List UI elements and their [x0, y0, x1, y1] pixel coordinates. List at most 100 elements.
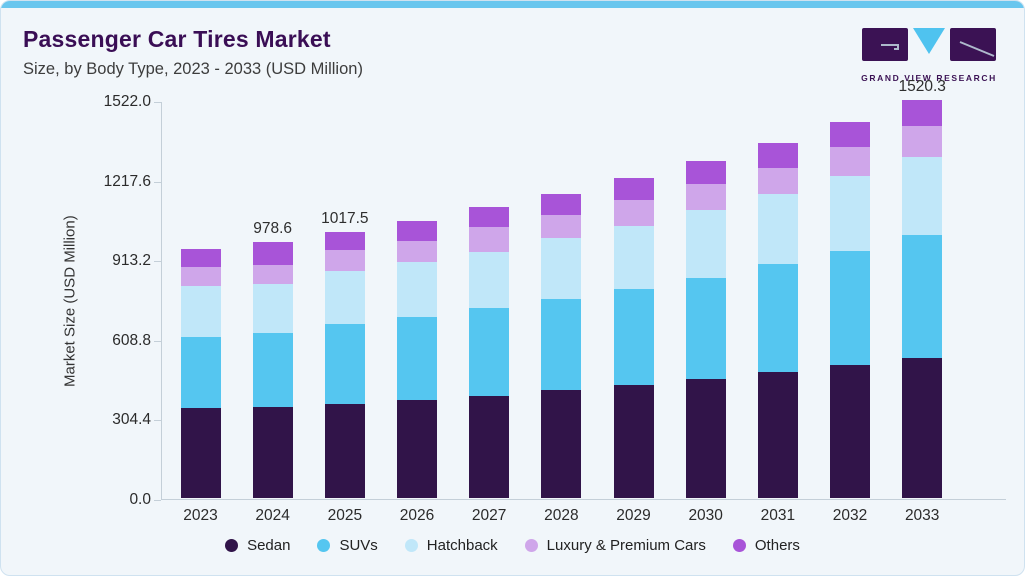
bar-segment-luxury-premium-cars — [541, 215, 582, 238]
gvr-logo: GRAND VIEW RESEARCH — [854, 28, 1004, 83]
bar-segment-hatchback — [757, 193, 798, 265]
x-tick-label-2024: 2024 — [255, 507, 290, 524]
bar-segment-luxury-premium-cars — [469, 227, 510, 253]
plot-area — [161, 102, 1006, 500]
bar-2026 — [397, 220, 437, 498]
bar-segment-hatchback — [685, 210, 726, 279]
bar-segment-hatchback — [902, 157, 943, 236]
bar-segment-suvs — [324, 324, 365, 404]
total-label-2033: 1520.3 — [898, 78, 946, 96]
y-tick-label: 304.4 — [112, 411, 151, 429]
x-tick-label-2030: 2030 — [688, 507, 723, 524]
bar-segment-others — [180, 248, 221, 268]
x-tick-label-2027: 2027 — [471, 507, 507, 524]
legend: Sedan SUVs Hatchback Luxury & Premium Cars O… — [1, 537, 1024, 554]
bar-segment-sedan — [757, 372, 798, 498]
bar-segment-sedan — [324, 403, 365, 498]
x-tick-label-2023: 2023 — [183, 507, 218, 524]
y-tick-mark — [154, 181, 161, 183]
x-tick-label-2029: 2029 — [616, 507, 651, 524]
bar-segment-others — [830, 122, 871, 148]
bar-segment-others — [397, 220, 437, 242]
legend-dot — [732, 539, 746, 552]
bar-segment-hatchback — [469, 252, 510, 309]
bar-segment-others — [902, 100, 943, 126]
bar-segment-hatchback — [830, 176, 871, 251]
bar-2027 — [469, 206, 510, 498]
bar-segment-luxury-premium-cars — [324, 250, 365, 272]
chart-header: Passenger Car Tires Market Size, by Body… — [23, 26, 363, 79]
bar-2033 — [902, 100, 943, 498]
bar-segment-suvs — [180, 337, 221, 409]
bar-segment-others — [252, 242, 293, 266]
bar-2023 — [180, 248, 221, 498]
bar-segment-suvs — [613, 289, 654, 386]
bar-segment-luxury-premium-cars — [757, 168, 798, 194]
bar-segment-suvs — [469, 308, 510, 396]
bar-segment-sedan — [252, 407, 293, 498]
legend-item-sedan: Sedan — [225, 537, 290, 554]
bar-2030 — [685, 161, 726, 498]
bar-segment-hatchback — [252, 283, 293, 333]
legend-dot — [317, 539, 331, 552]
bar-2028 — [541, 193, 582, 498]
bar-segment-hatchback — [541, 237, 582, 299]
bar-segment-sedan — [541, 390, 582, 498]
total-label-2025: 1017.5 — [321, 209, 369, 227]
bar-segment-luxury-premium-cars — [252, 265, 293, 284]
legend-item-luxury-premium-cars: Luxury & Premium Cars — [524, 537, 706, 554]
bar-segment-others — [685, 161, 726, 185]
legend-dot — [524, 539, 538, 552]
bar-segment-others — [757, 142, 798, 168]
total-label-2024: 978.6 — [253, 220, 293, 238]
x-tick-label-2026: 2026 — [399, 507, 435, 524]
bar-segment-suvs — [397, 317, 437, 401]
bar-segment-others — [613, 177, 654, 201]
x-tick-label-2032: 2032 — [832, 507, 868, 524]
bar-segment-hatchback — [324, 271, 365, 325]
gvr-logo-text: GRAND VIEW RESEARCH — [861, 73, 997, 83]
bar-segment-suvs — [252, 332, 293, 408]
x-tick-label-2028: 2028 — [544, 507, 579, 524]
legend-label: Luxury & Premium Cars — [546, 537, 706, 554]
bar-2024 — [252, 242, 293, 498]
bar-2031 — [757, 142, 798, 498]
y-tick-label: 1217.6 — [103, 172, 151, 190]
bar-segment-sedan — [180, 408, 221, 498]
legend-label: Hatchback — [426, 537, 498, 554]
bar-2029 — [613, 177, 654, 498]
legend-label: SUVs — [339, 537, 378, 554]
x-tick-label-2025: 2025 — [327, 507, 363, 524]
y-tick-mark — [154, 420, 161, 422]
y-axis-title: Market Size (USD Million) — [61, 215, 79, 387]
bar-segment-suvs — [541, 298, 582, 391]
legend-label: Others — [754, 537, 800, 554]
y-tick-label: 608.8 — [112, 331, 151, 349]
legend-item-others: Others — [732, 537, 800, 554]
y-tick-label: 1522.0 — [103, 93, 151, 110]
bar-segment-others — [541, 193, 582, 216]
bar-segment-sedan — [830, 364, 871, 498]
bar-segment-luxury-premium-cars — [180, 267, 221, 287]
bar-segment-sedan — [469, 395, 510, 498]
legend-item-hatchback: Hatchback — [404, 537, 498, 554]
bar-segment-luxury-premium-cars — [902, 125, 943, 158]
page-subtitle: Size, by Body Type, 2023 - 2033 (USD Mil… — [23, 60, 363, 78]
top-accent-bar — [1, 1, 1024, 8]
y-tick-mark — [154, 500, 161, 501]
bar-segment-others — [469, 206, 510, 228]
y-tick-mark — [154, 261, 161, 263]
bar-segment-hatchback — [180, 286, 221, 338]
bar-segment-sedan — [902, 357, 943, 498]
legend-label: Sedan — [247, 537, 291, 554]
bar-segment-suvs — [902, 235, 943, 358]
x-tick-label-2031: 2031 — [760, 507, 796, 524]
legend-dot — [225, 539, 239, 552]
bar-segment-luxury-premium-cars — [830, 147, 871, 177]
bar-segment-luxury-premium-cars — [685, 184, 726, 211]
y-tick-mark — [154, 340, 161, 342]
bar-segment-luxury-premium-cars — [397, 241, 437, 262]
bar-segment-sedan — [613, 385, 654, 498]
bar-segment-sedan — [397, 400, 437, 498]
